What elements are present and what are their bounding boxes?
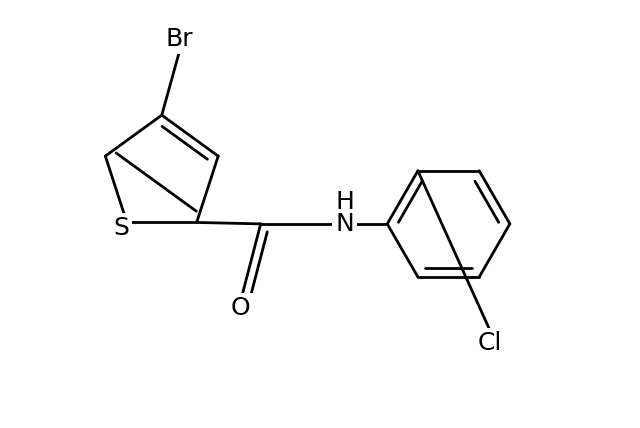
Text: S: S	[113, 217, 129, 241]
Text: O: O	[231, 296, 251, 320]
Text: Br: Br	[166, 27, 193, 51]
Text: N: N	[335, 212, 354, 236]
Text: H: H	[335, 190, 354, 214]
Text: Cl: Cl	[478, 330, 502, 354]
